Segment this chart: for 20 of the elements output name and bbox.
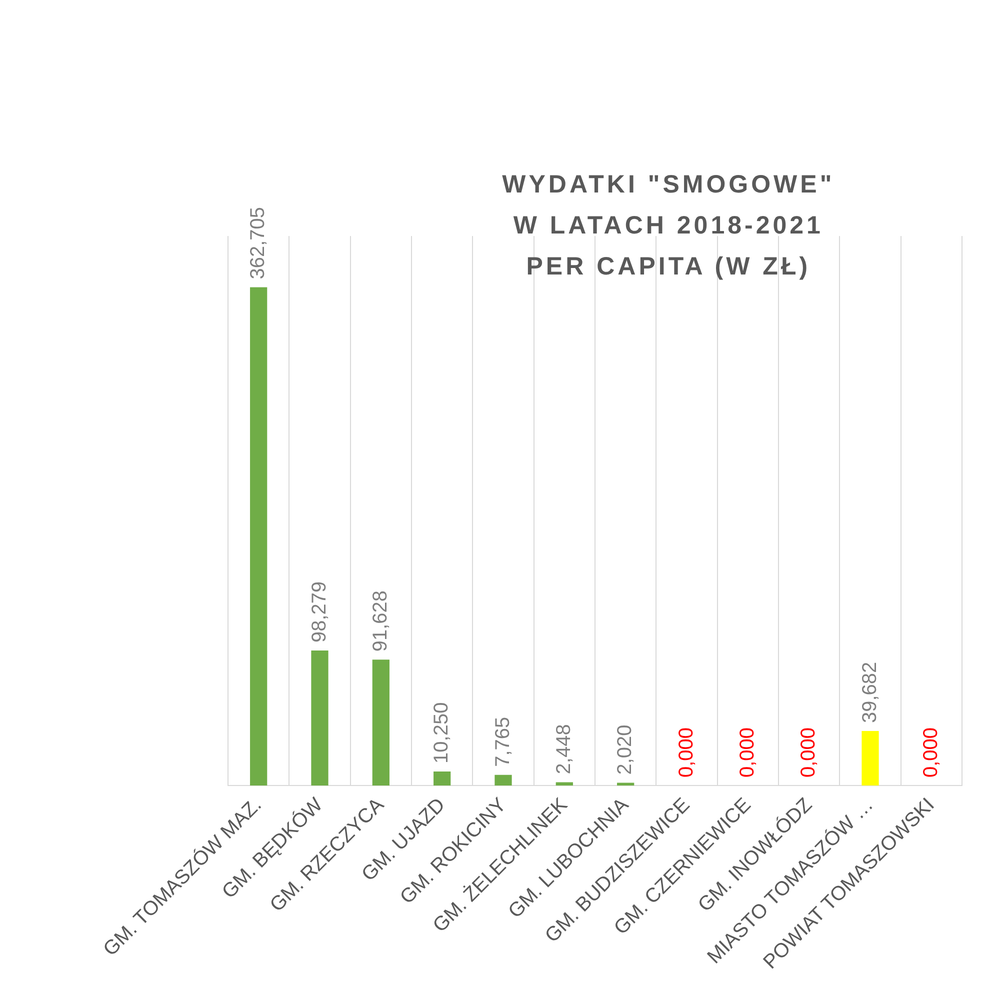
data-label: 362,705 <box>247 206 270 280</box>
data-label: 91,628 <box>369 590 392 652</box>
data-label: 7,765 <box>492 716 514 767</box>
data-label: 0,000 <box>920 727 942 778</box>
chart-title: WYDATKI "SMOGOWE" W LATACH 2018-2021 PER CAPITA (W ZŁ) <box>502 170 835 280</box>
data-label: 10,250 <box>430 702 453 764</box>
bar <box>494 774 512 786</box>
bar <box>556 782 573 786</box>
bar <box>311 650 328 786</box>
bar <box>372 660 390 786</box>
data-label: 2,448 <box>552 724 575 774</box>
data-label: 98,279 <box>308 581 330 643</box>
data-label: 0,000 <box>736 727 758 778</box>
data-label: 0,000 <box>798 727 820 778</box>
data-label: 2,020 <box>614 724 636 775</box>
data-label: 39,682 <box>858 662 881 724</box>
bar <box>434 771 451 786</box>
bar <box>862 731 879 786</box>
bar <box>250 287 268 786</box>
data-label: 0,000 <box>675 727 698 778</box>
